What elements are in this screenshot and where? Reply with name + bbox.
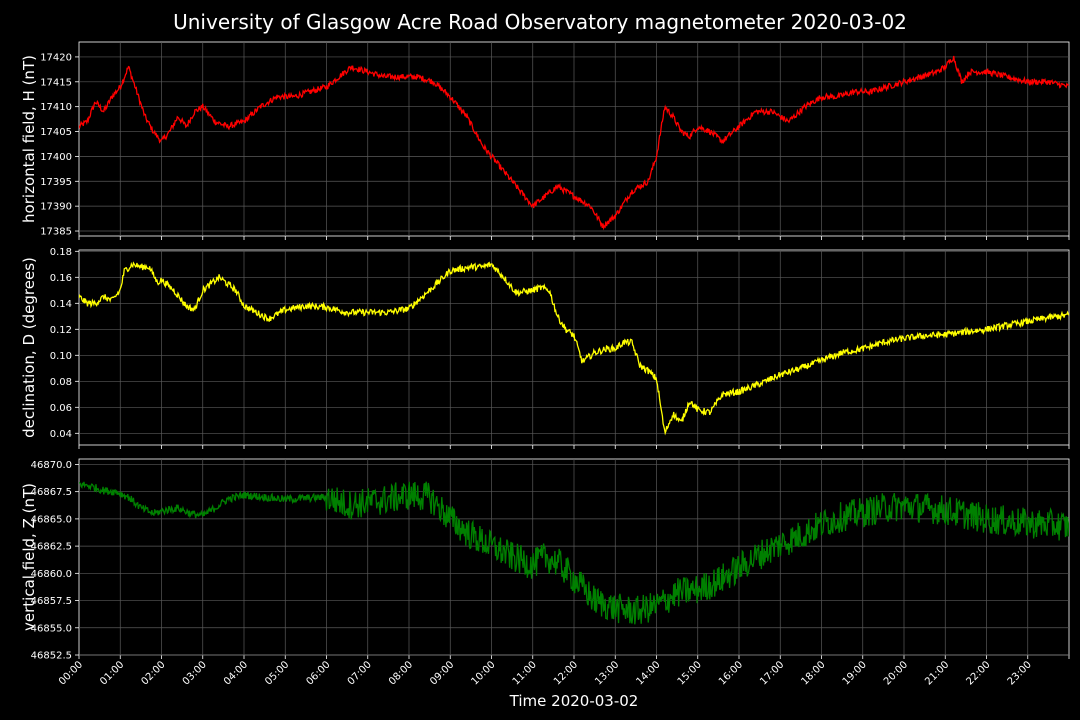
x-tick-label: 02:00 xyxy=(139,659,167,687)
x-tick-label: 12:00 xyxy=(552,659,580,687)
panel-1: 17385 17390 17395 17400 17405 17410 17415 17420… xyxy=(20,41,1070,240)
y-axis-label: horizontal field, H (nT) xyxy=(20,55,38,223)
series-line xyxy=(79,261,1069,436)
y-tick-label: 0.14 xyxy=(50,299,72,310)
y-axis-label: vertical field, Z (nT) xyxy=(20,483,38,631)
x-tick-label: 08:00 xyxy=(387,659,415,687)
y-tick-label: 0.08 xyxy=(50,377,72,388)
panel-3: 46852.5 46855.0 46857.5 46860.0 46862.5 46865… xyxy=(20,458,1070,662)
x-tick-label: 23:00 xyxy=(1006,659,1034,687)
y-tick-label: 17395 xyxy=(40,177,72,188)
x-tick-label: 16:00 xyxy=(717,659,745,687)
x-tick-label: 17:00 xyxy=(758,659,786,687)
x-tick-label: 04:00 xyxy=(222,659,250,687)
y-tick-label: 46857.5 xyxy=(31,596,72,607)
y-tick-label: 17400 xyxy=(40,152,72,163)
y-tick-label: 17410 xyxy=(40,102,72,113)
x-tick-label: 18:00 xyxy=(799,659,827,687)
y-tick-label: 46865.0 xyxy=(31,514,72,525)
y-tick-label: 0.18 xyxy=(50,247,72,258)
y-axis-label: declination, D (degrees) xyxy=(20,257,38,438)
y-tick-label: 0.04 xyxy=(50,429,72,440)
x-tick-label: 09:00 xyxy=(428,659,456,687)
series-line xyxy=(79,55,1069,231)
y-tick-label: 0.12 xyxy=(50,325,72,336)
y-tick-label: 17385 xyxy=(40,227,72,238)
y-tick-label: 0.10 xyxy=(50,351,72,362)
y-tick-label: 17390 xyxy=(40,202,72,213)
y-tick-label: 17405 xyxy=(40,127,72,138)
y-tick-label: 17420 xyxy=(40,52,72,63)
y-tick-label: 0.06 xyxy=(50,403,72,414)
x-tick-label: 13:00 xyxy=(593,659,621,687)
y-tick-label: 17415 xyxy=(40,77,72,88)
y-tick-label: 46867.5 xyxy=(31,487,72,498)
chart-title: University of Glasgow Acre Road Observat… xyxy=(173,10,907,34)
x-tick-label: 20:00 xyxy=(882,659,910,687)
x-tick-label: 03:00 xyxy=(181,659,209,687)
x-tick-label: 01:00 xyxy=(98,659,126,687)
x-tick-label: 22:00 xyxy=(964,659,992,687)
y-tick-label: 46862.5 xyxy=(31,542,72,553)
y-tick-label: 46855.0 xyxy=(31,623,72,634)
x-tick-label: 05:00 xyxy=(263,659,291,687)
x-axis-label: Time 2020-03-02 xyxy=(509,692,639,710)
y-tick-label: 46870.0 xyxy=(31,460,72,471)
y-tick-label: 0.16 xyxy=(50,273,72,284)
x-tick-label: 11:00 xyxy=(511,659,539,687)
x-tick-label: 06:00 xyxy=(304,659,332,687)
x-tick-label: 07:00 xyxy=(346,659,374,687)
x-tick-label: 15:00 xyxy=(676,659,704,687)
x-tick-label: 21:00 xyxy=(923,659,951,687)
x-tick-label: 10:00 xyxy=(469,659,497,687)
y-tick-label: 46852.5 xyxy=(31,651,72,662)
x-tick-label: 19:00 xyxy=(841,659,869,687)
series-line xyxy=(79,481,1069,625)
y-tick-label: 46860.0 xyxy=(31,569,72,580)
panel-2: 0.04 0.06 0.08 0.10 0.12 0.14 0.16 0.18 declinat… xyxy=(20,247,1070,449)
x-tick-label: 14:00 xyxy=(634,659,662,687)
x-tick-label: 00:00 xyxy=(57,659,85,687)
